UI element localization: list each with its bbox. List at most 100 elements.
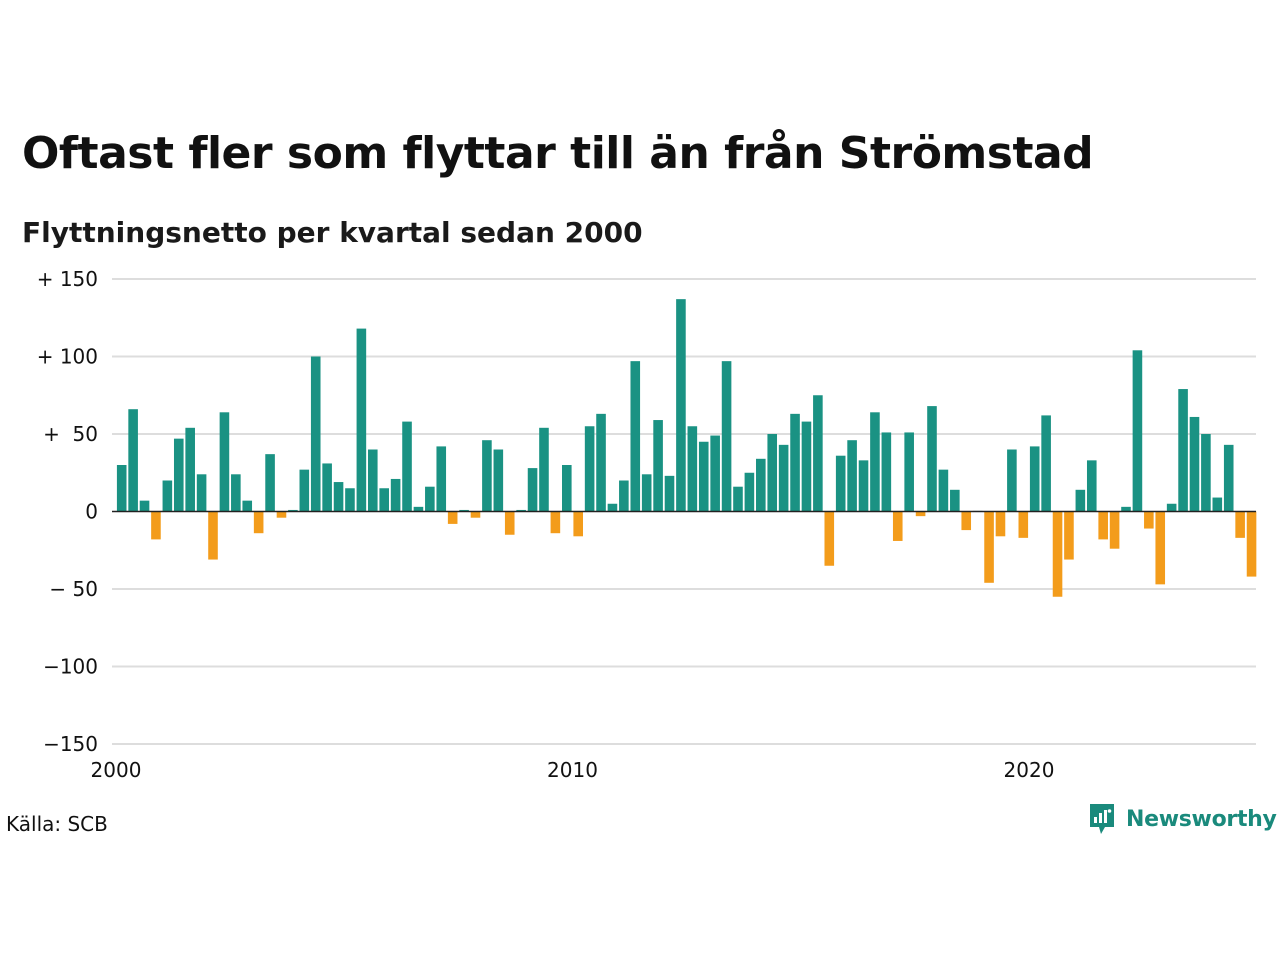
bars bbox=[116, 299, 1257, 597]
bar bbox=[345, 488, 355, 512]
bar bbox=[687, 426, 698, 512]
y-tick-label: −100 bbox=[43, 655, 98, 679]
bar bbox=[1235, 511, 1245, 538]
bar bbox=[379, 488, 389, 512]
bar bbox=[824, 511, 835, 566]
newsworthy-logo-icon bbox=[1090, 804, 1114, 834]
bar bbox=[562, 465, 572, 512]
bar bbox=[1007, 449, 1017, 512]
bar bbox=[1098, 511, 1108, 540]
bar bbox=[813, 395, 823, 512]
bar bbox=[938, 469, 949, 512]
bar bbox=[208, 511, 218, 560]
bar bbox=[1018, 511, 1029, 538]
bar bbox=[1041, 415, 1051, 512]
bar bbox=[550, 511, 561, 534]
bar bbox=[1155, 511, 1166, 585]
x-tick-label: 2000 bbox=[91, 758, 142, 782]
bar bbox=[744, 472, 755, 512]
bar bbox=[1189, 416, 1200, 512]
x-axis-tick-labels: 2000 2010 2020 bbox=[91, 758, 1055, 782]
bar bbox=[767, 434, 778, 512]
bar bbox=[756, 458, 766, 512]
bar bbox=[1132, 350, 1143, 512]
bar bbox=[927, 406, 937, 512]
bar bbox=[1029, 446, 1040, 512]
bar bbox=[653, 420, 663, 512]
bar bbox=[493, 449, 504, 512]
bar bbox=[607, 503, 618, 512]
bar bbox=[162, 480, 173, 512]
bar bbox=[402, 421, 412, 512]
bar bbox=[128, 409, 138, 512]
bar bbox=[265, 454, 275, 512]
bar bbox=[676, 299, 686, 512]
bar bbox=[539, 427, 549, 512]
y-axis-tick-labels: + 150 + 100 + 50 0 − 50 −100 −150 bbox=[37, 267, 98, 756]
bar bbox=[858, 460, 869, 512]
bar bbox=[801, 421, 812, 512]
bar bbox=[504, 511, 515, 535]
newsworthy-logo: Newsworthy bbox=[1088, 802, 1277, 836]
bar bbox=[915, 511, 926, 517]
chart-title: Oftast fler som flyttar till än från Str… bbox=[22, 128, 1094, 179]
bar bbox=[1086, 460, 1097, 512]
bar bbox=[288, 509, 298, 512]
bar bbox=[790, 413, 800, 512]
bar bbox=[219, 412, 230, 512]
bar bbox=[847, 440, 857, 512]
x-tick-label: 2020 bbox=[1004, 758, 1055, 782]
bar bbox=[173, 438, 184, 512]
bar bbox=[253, 511, 264, 534]
x-tick-label: 2010 bbox=[547, 758, 598, 782]
bar bbox=[116, 465, 127, 512]
y-tick-label: + 100 bbox=[37, 345, 98, 369]
bar bbox=[196, 474, 207, 512]
bar bbox=[584, 426, 595, 512]
y-tick-label: 0 bbox=[85, 500, 98, 524]
bar bbox=[436, 446, 447, 512]
bar bbox=[904, 432, 914, 512]
bar bbox=[231, 474, 241, 512]
bar bbox=[1144, 511, 1154, 529]
bar bbox=[573, 511, 583, 537]
bar bbox=[185, 427, 195, 512]
bar bbox=[482, 440, 492, 512]
bar bbox=[698, 441, 709, 512]
chart-subtitle: Flyttningsnetto per kvartal sedan 2000 bbox=[22, 216, 643, 249]
bar bbox=[835, 455, 846, 512]
bar bbox=[459, 509, 469, 512]
bar bbox=[151, 511, 161, 540]
bar bbox=[139, 500, 150, 512]
bar bbox=[367, 449, 378, 512]
bar bbox=[1178, 389, 1188, 512]
bar bbox=[1064, 511, 1074, 560]
bar bbox=[276, 511, 287, 518]
source-note: Källa: SCB bbox=[6, 812, 108, 836]
bar bbox=[516, 509, 526, 512]
bar bbox=[778, 444, 789, 512]
bar bbox=[664, 475, 675, 512]
bar bbox=[630, 361, 641, 512]
bar bbox=[299, 469, 310, 512]
bar bbox=[356, 328, 367, 512]
bar bbox=[892, 511, 903, 541]
bar bbox=[1246, 511, 1257, 577]
bar bbox=[390, 478, 401, 512]
bar bbox=[1109, 511, 1120, 549]
y-tick-label: − 50 bbox=[49, 577, 98, 601]
bar bbox=[1212, 497, 1223, 512]
bar bbox=[470, 511, 481, 518]
bar bbox=[1075, 489, 1086, 512]
bar bbox=[1166, 503, 1177, 512]
bar bbox=[413, 506, 424, 512]
brand-name: Newsworthy bbox=[1126, 806, 1277, 832]
bar bbox=[322, 463, 332, 512]
bar bbox=[242, 500, 253, 512]
bar bbox=[425, 486, 435, 512]
y-tick-label: −150 bbox=[43, 732, 98, 756]
y-tick-label: + 150 bbox=[37, 267, 98, 291]
bar bbox=[721, 361, 732, 512]
bar bbox=[641, 474, 652, 512]
